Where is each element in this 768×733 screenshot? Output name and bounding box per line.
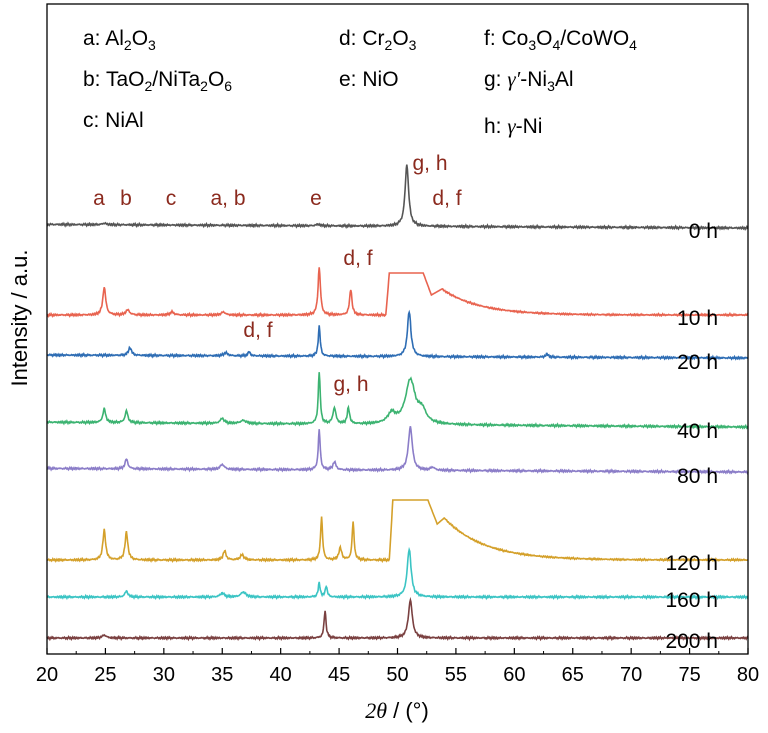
x-tick-label: 40 xyxy=(270,664,292,686)
plot-frame xyxy=(46,3,749,655)
legend-entry: c: NiAl xyxy=(83,109,144,132)
series-label: 160 h xyxy=(665,589,718,612)
legend-key: e: xyxy=(339,68,362,91)
legend-text: 3 xyxy=(528,37,536,53)
series-line-0h xyxy=(46,164,749,231)
peak-annotation: d, f xyxy=(343,247,372,270)
x-tick-label: 60 xyxy=(503,664,525,686)
legend-text: 3 xyxy=(409,37,417,53)
series-label: 0 h xyxy=(689,220,718,243)
series-label: 80 h xyxy=(677,465,718,488)
x-axis-label: 2θ / (°) xyxy=(365,698,429,723)
series-line-40h xyxy=(46,372,749,430)
legend-text: Co xyxy=(502,27,529,50)
y-axis-label: Intensity / a.u. xyxy=(7,250,32,387)
series-line-20h xyxy=(46,309,749,361)
legend-text: Cr xyxy=(362,27,384,50)
legend-key: h: xyxy=(484,115,507,138)
legend-text: 4 xyxy=(629,37,637,53)
legend-text: 3 xyxy=(148,37,156,53)
legend-text: -Ni xyxy=(516,115,543,138)
peak-annotation: a xyxy=(93,187,105,210)
legend-text: γ′ xyxy=(507,67,520,91)
x-axis-unit: / (°) xyxy=(387,698,429,723)
legend-text: 2 xyxy=(124,37,132,53)
legend-key: g: xyxy=(484,68,507,91)
x-tick-label: 30 xyxy=(153,664,175,686)
legend-entry: f: Co3O4/CoWO4 xyxy=(484,27,637,53)
series-line-120h xyxy=(46,499,749,564)
series-line-200h xyxy=(46,596,749,642)
series-label-layer: 0 h 10 h 20 h 40 h 80 h 120 h 160 h 200 h xyxy=(665,220,718,653)
legend-entry: a: Al2O3 xyxy=(83,27,156,53)
x-tick-label: 70 xyxy=(620,664,642,686)
legend-text: 6 xyxy=(224,78,232,94)
x-tick-label: 75 xyxy=(678,664,700,686)
legend-text: γ xyxy=(507,114,516,138)
legend-entry: e: NiO xyxy=(339,68,399,91)
peak-annotation: g, h xyxy=(412,152,447,175)
series-label: 120 h xyxy=(665,552,718,575)
peak-annotation: g, h xyxy=(333,373,368,396)
legend-text: -Ni xyxy=(520,68,547,91)
legend-text: Al xyxy=(555,68,574,91)
legend-entry: b: TaO2/NiTa2O6 xyxy=(83,68,232,94)
series-label: 200 h xyxy=(665,630,718,653)
legend-key: b: xyxy=(83,68,106,91)
series-line-160h xyxy=(46,546,749,601)
x-tick-label: 65 xyxy=(562,664,584,686)
series-label: 40 h xyxy=(677,420,718,443)
legend-text: TaO xyxy=(106,68,145,91)
legend-text: 4 xyxy=(553,37,561,53)
legend-entry: d: Cr2O3 xyxy=(339,27,417,53)
legend-entry: h: γ-Ni xyxy=(484,114,542,138)
legend-text: 2 xyxy=(144,78,152,94)
peak-annotation: a, b xyxy=(210,187,245,210)
legend-text: O xyxy=(536,27,552,50)
legend-text: NiAl xyxy=(105,109,144,132)
legend-key: a: xyxy=(83,27,105,50)
legend-text: /CoWO xyxy=(560,27,629,50)
series-line-10h xyxy=(46,267,749,319)
x-tick-label: 55 xyxy=(445,664,467,686)
peak-annotation: d, f xyxy=(432,187,461,210)
legend-text: O xyxy=(392,27,408,50)
legend-text: 2 xyxy=(200,78,208,94)
legend-key: c: xyxy=(83,109,105,132)
series-layer xyxy=(46,164,749,642)
peak-annotation: c xyxy=(166,187,177,210)
peak-annotation: e xyxy=(310,187,322,210)
x-tick-label: 50 xyxy=(386,664,408,686)
legend-text: 3 xyxy=(547,78,555,94)
legend-key: d: xyxy=(339,27,362,50)
annotation-layer: a b c a, b e g, h d, f d, f d, f g, h xyxy=(93,152,462,396)
x-tick-label: 20 xyxy=(36,664,58,686)
x-tick-label: 80 xyxy=(737,664,759,686)
peak-annotation: b xyxy=(120,187,132,210)
x-tick-label: 35 xyxy=(211,664,233,686)
x-axis-symbol: 2θ xyxy=(365,698,387,723)
x-tick-label: 45 xyxy=(328,664,350,686)
peak-annotation: d, f xyxy=(243,319,272,342)
legend-entry: g: γ′-Ni3Al xyxy=(484,67,574,94)
legend-text: O xyxy=(132,27,148,50)
legend-text: NiO xyxy=(362,68,398,91)
legend-text: Al xyxy=(105,27,124,50)
legend-text: 2 xyxy=(385,37,393,53)
x-tick-label: 25 xyxy=(94,664,116,686)
series-label: 10 h xyxy=(677,307,718,330)
legend-text: O xyxy=(208,68,224,91)
axis-layer: 20 25 30 35 40 45 50 55 60 65 70 75 80 xyxy=(36,648,759,686)
legend-text: /NiTa xyxy=(152,68,200,91)
series-line-80h xyxy=(46,426,749,475)
legend-key: f: xyxy=(484,27,502,50)
series-label: 20 h xyxy=(677,351,718,374)
